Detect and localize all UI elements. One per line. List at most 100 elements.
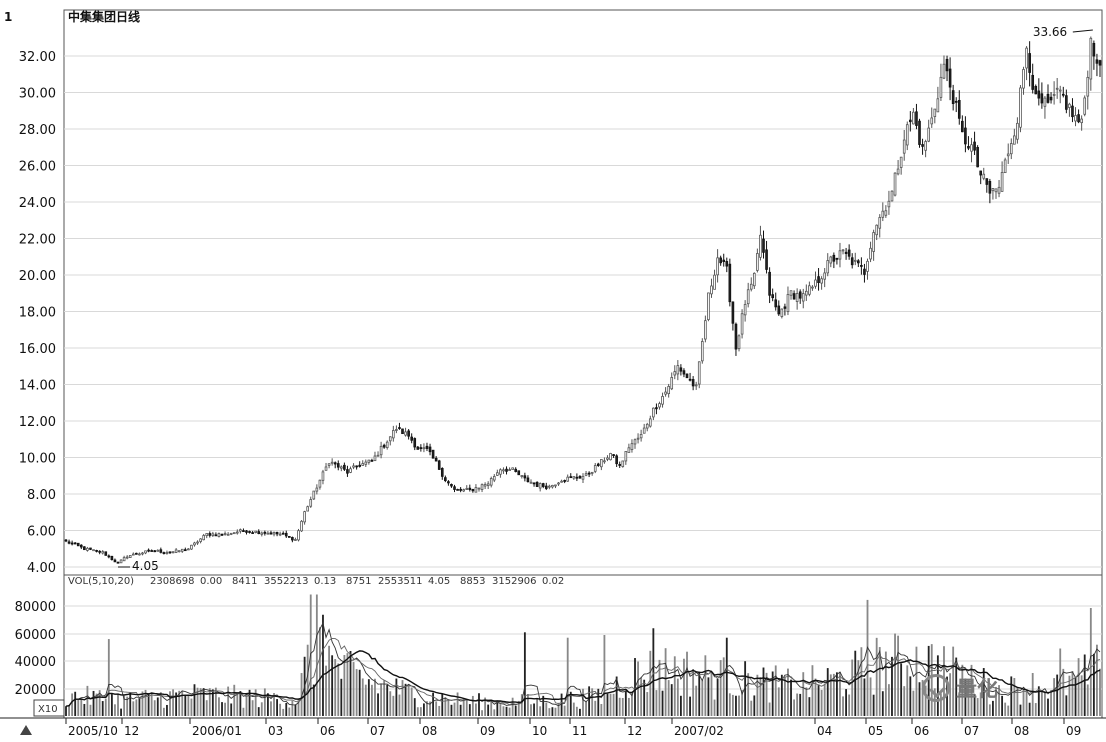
volume-bar	[566, 637, 569, 716]
volume-bar	[364, 684, 367, 716]
volume-bar	[652, 628, 655, 716]
volume-bar	[664, 648, 667, 716]
volume-bar	[496, 700, 499, 716]
volume-bar	[759, 677, 762, 716]
volume-bar	[995, 686, 997, 716]
candle-body	[780, 308, 784, 317]
volume-legend: VOL(5,10,20) 2308698 0.00 8411 3552213 0.13 8…	[68, 576, 564, 587]
candle-body	[603, 460, 606, 463]
candle-body	[936, 98, 940, 113]
volume-bar	[961, 664, 964, 716]
candle-body	[853, 259, 857, 262]
volume-bar	[661, 690, 664, 716]
candle-body	[976, 147, 979, 168]
candle-body	[1031, 74, 1035, 90]
volume-bar	[741, 690, 743, 716]
candle-body	[471, 488, 475, 492]
volume-bar	[646, 692, 649, 716]
candle-body	[991, 188, 995, 192]
candle-body	[275, 531, 279, 535]
candle-body	[814, 279, 817, 287]
volume-bar	[413, 698, 416, 716]
volume-bar	[728, 693, 731, 716]
volume-bar	[459, 704, 462, 716]
volume-bar	[475, 703, 477, 716]
candle-body	[382, 444, 386, 448]
volume-multiplier-box[interactable]: X10	[33, 699, 65, 717]
candle-body	[64, 539, 68, 542]
volume-bar	[1040, 690, 1043, 716]
volume-bar	[802, 672, 805, 716]
candle-body	[214, 534, 218, 537]
candle-body	[428, 446, 432, 453]
candle-body	[700, 341, 704, 362]
volume-bar	[988, 704, 991, 716]
volume-bar	[312, 684, 315, 716]
volume-bar	[881, 691, 884, 716]
candle-body	[1025, 47, 1028, 69]
volume-bar	[768, 702, 771, 716]
candle-body	[691, 379, 695, 387]
volume-bar	[233, 684, 236, 716]
candle-body	[251, 532, 254, 534]
volume-bar	[686, 651, 688, 716]
candle-body	[645, 423, 649, 429]
candle-body	[633, 439, 637, 445]
volume-bar	[643, 679, 646, 716]
volume-bars	[65, 594, 1101, 716]
price-tick-label: 16.00	[19, 342, 56, 357]
volume-bar	[297, 698, 300, 716]
volume-bar	[940, 693, 942, 716]
candle-body	[401, 428, 404, 435]
volume-bar	[551, 707, 554, 716]
volume-legend-value: 4.05	[428, 576, 450, 587]
candle-body	[119, 559, 123, 564]
candle-body	[915, 111, 918, 126]
candle-body	[404, 431, 407, 436]
x-tick-label: 2007/02	[674, 724, 724, 738]
volume-bar	[190, 698, 193, 716]
volume-bar	[471, 695, 474, 716]
candle-body	[1074, 115, 1077, 122]
candle-body	[1028, 53, 1031, 73]
candle-body	[609, 452, 612, 461]
volume-bar	[65, 706, 67, 716]
volume-bar	[707, 677, 710, 716]
candle-body	[346, 469, 349, 474]
volume-bar	[780, 674, 783, 716]
candle-body	[242, 530, 245, 532]
candle-body	[312, 490, 316, 500]
candle-body	[248, 531, 251, 533]
candle-body	[612, 454, 615, 456]
candle-body	[266, 532, 270, 535]
candle-body	[1055, 87, 1059, 90]
candle-body	[648, 418, 652, 427]
candle-body	[1086, 76, 1090, 97]
volume-bar	[1099, 668, 1101, 716]
volume-bar	[992, 700, 994, 716]
candle-body	[951, 90, 955, 104]
candle-body	[783, 306, 787, 309]
candle-body	[83, 546, 86, 551]
volume-bar	[435, 701, 438, 716]
volume-bar	[921, 679, 924, 716]
volume-bar	[845, 689, 848, 716]
volume-bar	[153, 700, 156, 716]
candle-body	[162, 552, 166, 554]
candle-body	[847, 249, 851, 257]
volume-bar	[832, 673, 835, 716]
volume-bar	[796, 693, 799, 716]
candle-body	[1080, 118, 1083, 124]
candle-body	[135, 552, 138, 555]
volume-bar	[499, 704, 502, 716]
volume-bar	[811, 665, 814, 716]
price-tick-label: 32.00	[19, 50, 56, 65]
volume-tick-label: 40000	[15, 655, 56, 670]
volume-bar	[132, 701, 135, 716]
candle-body	[269, 532, 273, 535]
candle-body	[419, 447, 423, 450]
candle-body	[584, 473, 588, 476]
triangle-up-icon[interactable]	[20, 725, 32, 735]
volume-legend-value: 0.13	[314, 576, 336, 587]
candle-body	[670, 377, 674, 390]
